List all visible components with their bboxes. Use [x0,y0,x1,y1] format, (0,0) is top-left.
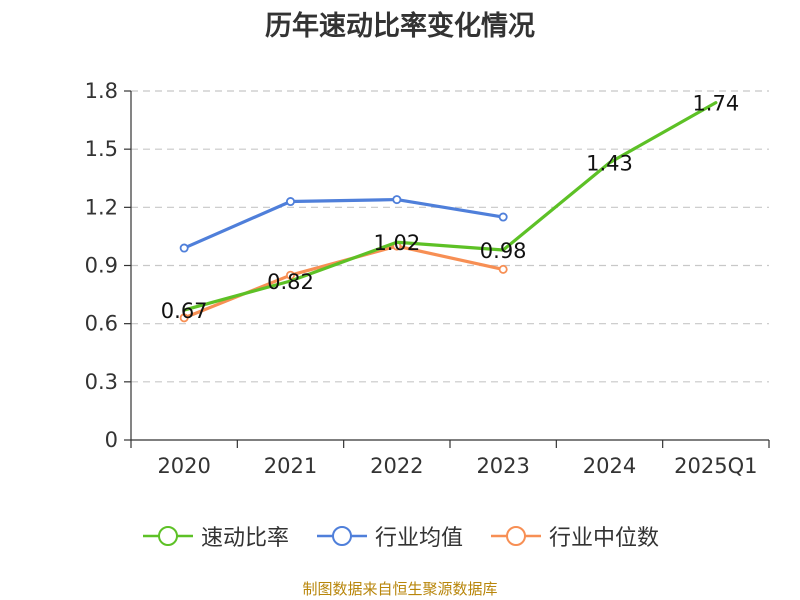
series-line [182,101,718,312]
source-note: 制图数据来自恒生聚源数据库 [302,580,498,598]
data-point[interactable] [392,195,402,205]
data-point[interactable] [179,313,189,323]
data-point[interactable] [498,264,508,274]
y-tick-label: 1.5 [85,137,118,161]
data-point[interactable] [285,270,295,280]
data-label: 0.67 [161,299,208,323]
y-tick-label: 1.2 [85,195,118,219]
axes: 0 0.3 0.6 0.9 1.2 1.5 1.8 2020 2021 2022 2023 2024 2… [85,79,770,478]
x-tick-label: 2024 [583,454,636,478]
chart-title: 历年速动比率变化情况 [265,11,535,42]
legend-label: 行业均值 [374,526,463,551]
x-tick-label: 2021 [264,454,317,478]
data-point[interactable] [179,243,189,253]
data-point[interactable] [498,212,508,222]
data-label: 1.43 [586,152,633,176]
legend-item[interactable]: 速动比率 [141,520,289,552]
x-tick-label: 2023 [476,454,529,478]
legend-label: 行业中位数 [549,526,660,551]
x-tick-label: 2025Q1 [674,454,757,478]
data-label: 1.74 [692,92,739,116]
data-point[interactable] [285,197,295,207]
data-label: 0.98 [480,239,527,263]
x-tick-label: 2020 [157,454,210,478]
y-tick-label: 0.9 [85,254,118,278]
series-line [182,244,505,320]
legend-marker-icon [142,526,193,546]
legend-marker-icon [316,526,367,546]
series-lines [179,101,718,323]
data-label: 1.02 [373,231,420,255]
y-tick-label: 0 [105,428,118,452]
legend-item[interactable]: 行业中位数 [489,520,659,552]
series-line [182,197,505,250]
legend-item[interactable]: 行业均值 [315,520,463,552]
data-labels: 0.67 0.82 1.02 0.98 1.43 1.74 [161,92,739,323]
gridlines [131,90,769,383]
legend-marker-icon [491,526,541,546]
legend: 速动比率 行业均值 行业中位数 [0,520,800,552]
y-tick-label: 0.3 [85,370,118,394]
y-tick-label: 0.6 [85,312,118,336]
y-tick-label: 1.8 [85,79,118,103]
data-label: 0.82 [267,270,314,294]
x-tick-label: 2022 [370,454,423,478]
legend-label: 速动比率 [200,526,289,551]
